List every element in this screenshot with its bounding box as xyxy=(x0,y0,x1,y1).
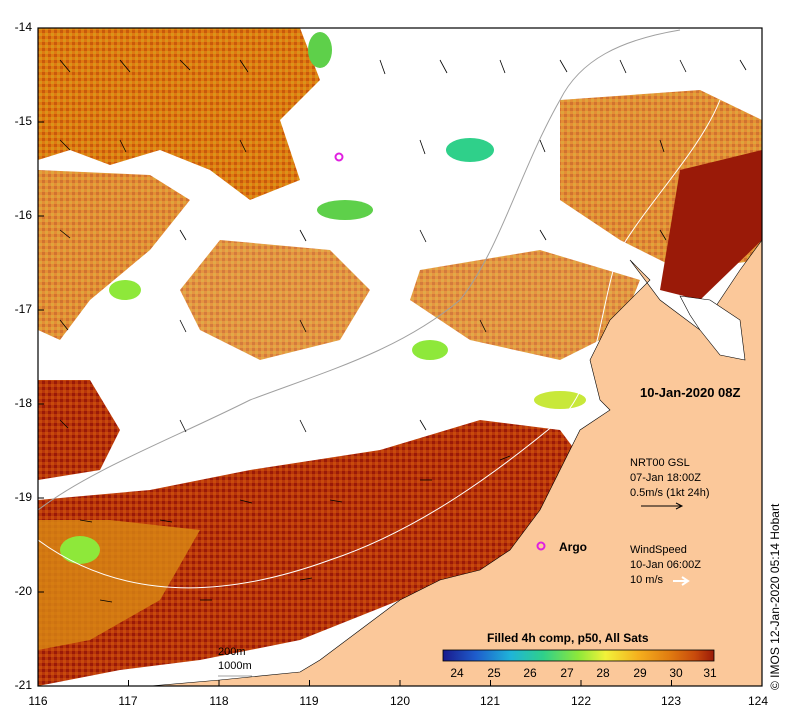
lat-tick-label: -18 xyxy=(14,396,32,410)
colorbar-tick-label: 30 xyxy=(669,666,683,680)
lon-tick-label: 122 xyxy=(570,694,592,708)
current-vectors xyxy=(59,59,747,603)
sst-patch-far-ne xyxy=(660,150,762,300)
wind-legend-line-3: 10 m/s xyxy=(630,574,664,586)
sst-patch-midright xyxy=(410,250,640,360)
sst-cool-patch-3 xyxy=(412,340,448,360)
lat-tick-label: -20 xyxy=(14,584,32,598)
date-label: 10-Jan-2020 08Z xyxy=(640,385,741,400)
gsl-legend: NRT00 GSL 07-Jan 18:00Z 0.5m/s (1kt 24h) xyxy=(630,456,709,501)
sst-patch-northwest xyxy=(38,28,320,200)
lon-tick-label: 118 xyxy=(209,694,229,708)
lon-tick-label: 119 xyxy=(299,694,319,708)
lat-tick-label: -16 xyxy=(14,208,32,222)
sst-cool-patch-4 xyxy=(109,280,141,300)
credit-label: © IMOS 12-Jan-2020 05:14 Hobart xyxy=(768,503,782,690)
colorbar-tick-label: 26 xyxy=(523,666,537,680)
lat-tick-label: -15 xyxy=(14,114,32,128)
colorbar-tick-label: 29 xyxy=(633,666,647,680)
lon-tick-label: 116 xyxy=(28,694,48,708)
land-mass xyxy=(149,239,762,686)
gsl-legend-arrowhead xyxy=(675,502,684,510)
isobath-legend-1000m-label: 1000m xyxy=(218,660,252,672)
lon-tick-label: 117 xyxy=(118,694,138,708)
colorbar-tick-label: 31 xyxy=(703,666,717,680)
axis-ticks xyxy=(37,27,763,687)
lon-tick-label: 123 xyxy=(660,694,682,708)
wind-legend-line-2: 10-Jan 06:00Z xyxy=(630,559,701,571)
isobath-1000m xyxy=(38,29,681,511)
wind-legend-line-1: WindSpeed xyxy=(630,544,687,556)
colorbar-tick-label: 28 xyxy=(596,666,610,680)
isobath-200m xyxy=(38,99,721,589)
sst-patch-southwest xyxy=(38,380,120,480)
lat-tick-label: -17 xyxy=(14,302,32,316)
sst-cool-patch-6 xyxy=(60,536,100,564)
argo-legend-label: Argo xyxy=(559,540,587,554)
gsl-legend-line-1: NRT00 GSL xyxy=(630,457,690,469)
lon-tick-label: 120 xyxy=(389,694,411,708)
sst-patch-west xyxy=(38,170,190,340)
lon-tick-label: 124 xyxy=(747,694,769,708)
isobath-legend-200m-label: 200m xyxy=(218,646,246,658)
sst-patch-central xyxy=(180,240,370,360)
gsl-legend-line-2: 07-Jan 18:00Z xyxy=(630,472,701,484)
sst-patch-south xyxy=(38,420,590,686)
lat-tick-label: -14 xyxy=(14,20,32,34)
lat-tick-label: -21 xyxy=(14,678,32,692)
land-peninsula xyxy=(679,295,746,361)
sst-cool-patch-1 xyxy=(446,138,494,162)
colorbar-title: Filled 4h comp, p50, All Sats xyxy=(487,631,649,645)
colorbar xyxy=(442,649,715,662)
sst-cool-patch-2 xyxy=(317,200,373,220)
sst-cool-patch-7 xyxy=(534,391,586,409)
colorbar-tick-label: 24 xyxy=(450,666,464,680)
map-field xyxy=(38,28,762,686)
gsl-legend-line-3: 0.5m/s (1kt 24h) xyxy=(630,487,710,499)
lat-tick-label: -19 xyxy=(14,490,32,504)
argo-float-marker xyxy=(334,152,344,162)
colorbar-tick-label: 25 xyxy=(487,666,501,680)
colorbar-tick-label: 27 xyxy=(560,666,574,680)
wind-legend-arrowhead xyxy=(681,576,690,586)
argo-legend-marker xyxy=(536,541,546,551)
lon-tick-label: 121 xyxy=(479,694,501,708)
wind-legend: WindSpeed 10-Jan 06:00Z 10 m/s xyxy=(630,543,701,588)
sst-cool-patch-5 xyxy=(308,32,332,68)
